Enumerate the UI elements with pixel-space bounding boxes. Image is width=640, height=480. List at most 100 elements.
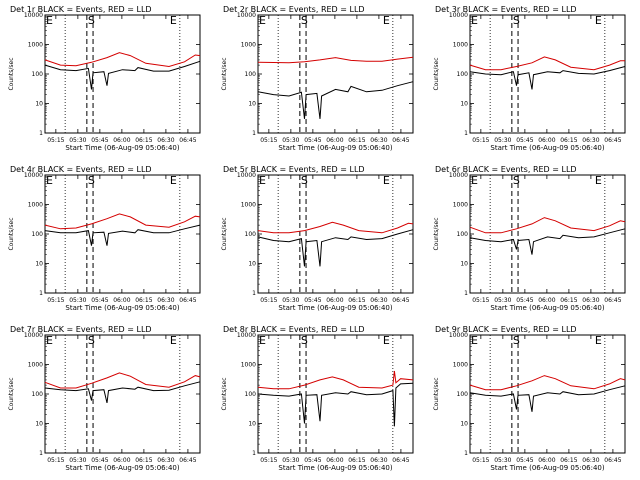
chart-panel-7: Det 7r BLACK = Events, RED = LLD 1 10 100 10… [8,325,201,472]
y-tick-label: 1 [39,450,43,457]
x-tick-label: 06:00 [538,457,555,464]
x-tick-label: 06:00 [538,297,555,304]
y-axis-label: Counts/sec [8,217,15,250]
flag-label: E [170,334,177,347]
chart-panel-4: Det 4r BLACK = Events, RED = LLD 1 10 100 10… [8,165,201,312]
x-axis-label: Start Time (06-Aug-09 05:06:40) [65,464,179,472]
x-tick-label: 05:45 [304,297,321,304]
chart-panel-2: Det 2r BLACK = Events, RED = LLD 1 10 100 10… [221,5,414,152]
flag-label: E [170,174,177,187]
x-tick-label: 06:00 [113,457,130,464]
series-line-lld [44,372,201,389]
x-axis-label: Start Time (06-Aug-09 05:06:40) [65,144,179,152]
y-tick-label: 1000 [28,42,43,49]
y-tick-label: 1 [39,290,43,297]
x-tick-label: 06:30 [157,457,174,464]
y-tick-label: 1000 [453,42,468,49]
x-tick-label: 06:15 [348,137,365,144]
x-axis-label: Start Time (06-Aug-09 05:06:40) [65,304,179,312]
y-tick-label: 10 [35,421,43,428]
flag-label: E [595,14,602,27]
x-tick-label: 05:30 [494,457,511,464]
x-axis-label: Start Time (06-Aug-09 05:06:40) [490,144,604,152]
flag-label: E [383,334,390,347]
plot-frame [469,334,626,454]
y-tick-label: 10 [460,101,468,108]
series-line-events [44,60,201,90]
flag-label: S [513,14,520,27]
x-tick-label: 06:30 [157,137,174,144]
y-tick-label: 10000 [449,332,468,339]
x-tick-label: 05:15 [472,297,489,304]
y-axis-label: Counts/sec [433,217,440,250]
flag-label: S [88,174,95,187]
chart-title: Det 6r BLACK = Events, RED = LLD [435,165,577,174]
flag-label: E [471,334,478,347]
chart-panel-6: Det 6r BLACK = Events, RED = LLD 1 10 100 10… [433,165,626,312]
x-tick-label: 06:30 [582,137,599,144]
flag-label: E [595,174,602,187]
x-tick-label: 06:45 [179,137,196,144]
y-axis-label: Counts/sec [221,377,228,410]
y-axis-label: Counts/sec [221,217,228,250]
x-axis-label: Start Time (06-Aug-09 05:06:40) [278,464,392,472]
series-line-events [257,229,414,267]
x-tick-label: 06:00 [326,137,343,144]
x-tick-label: 05:45 [516,457,533,464]
chart-panel-5: Det 5r BLACK = Events, RED = LLD 1 10 100 10… [221,165,414,312]
x-tick-label: 05:45 [91,137,108,144]
y-tick-label: 100 [32,391,44,398]
y-tick-label: 1000 [28,362,43,369]
x-tick-label: 06:30 [370,297,387,304]
series-line-events [469,66,626,90]
y-tick-label: 1 [252,450,256,457]
x-tick-label: 06:00 [113,297,130,304]
y-tick-label: 100 [32,71,44,78]
series-line-lld [257,370,414,390]
x-tick-label: 06:00 [113,137,130,144]
y-tick-label: 10 [460,261,468,268]
x-tick-label: 06:00 [538,137,555,144]
x-tick-label: 05:30 [69,137,86,144]
plot-frame [257,334,414,454]
x-tick-label: 06:15 [135,457,152,464]
plot-frame [44,174,201,294]
y-tick-label: 10000 [24,172,43,179]
flag-label: E [259,14,266,27]
x-axis-label: Start Time (06-Aug-09 05:06:40) [278,144,392,152]
series-line-lld [469,217,626,234]
x-tick-label: 05:45 [304,137,321,144]
flag-label: E [383,174,390,187]
x-tick-label: 05:15 [47,137,64,144]
x-tick-label: 05:45 [516,137,533,144]
x-tick-label: 05:30 [69,457,86,464]
y-tick-label: 10 [460,421,468,428]
series-line-lld [469,375,626,391]
flag-label: E [46,174,53,187]
y-tick-label: 1000 [241,42,256,49]
x-tick-label: 05:30 [282,297,299,304]
chart-title: Det 5r BLACK = Events, RED = LLD [223,165,365,174]
chart-panel-1: Det 1r BLACK = Events, RED = LLD 1 10 100 10… [8,5,201,152]
x-tick-label: 06:00 [326,297,343,304]
y-tick-label: 10000 [24,12,43,19]
x-tick-label: 06:45 [392,137,409,144]
flag-label: E [471,174,478,187]
series-line-events [44,224,201,246]
x-tick-label: 06:30 [157,297,174,304]
y-tick-label: 10000 [237,12,256,19]
y-tick-label: 1000 [453,362,468,369]
chart-title: Det 3r BLACK = Events, RED = LLD [435,5,577,14]
x-tick-label: 05:30 [69,297,86,304]
x-axis-label: Start Time (06-Aug-09 05:06:40) [490,304,604,312]
x-tick-label: 06:45 [392,297,409,304]
y-tick-label: 1000 [241,362,256,369]
x-tick-label: 06:30 [582,457,599,464]
x-tick-label: 06:30 [370,457,387,464]
x-tick-label: 05:15 [260,457,277,464]
x-axis-label: Start Time (06-Aug-09 05:06:40) [278,304,392,312]
plot-frame [44,14,201,134]
flag-label: S [513,334,520,347]
y-tick-label: 1 [252,290,256,297]
x-tick-label: 06:30 [370,137,387,144]
